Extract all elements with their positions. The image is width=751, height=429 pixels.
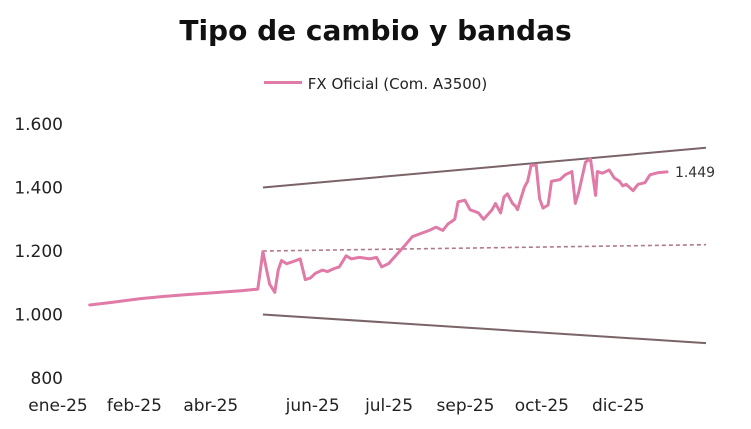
x-tick-label: dic-25	[592, 396, 645, 416]
legend-label-fx: FX Oficial (Com. A3500)	[307, 75, 488, 93]
fx-series-line	[88, 157, 669, 307]
mid-band-line	[262, 243, 707, 252]
x-tick-label: abr-25	[183, 396, 238, 416]
fx-end-label: 1.449	[675, 165, 715, 181]
y-tick-label: 1.600	[14, 115, 63, 135]
chart-title: Tipo de cambio y bandas	[179, 14, 572, 47]
x-tick-label: jun-25	[285, 396, 340, 416]
x-tick-label: ene-25	[28, 396, 87, 416]
x-tick-label: oct-25	[515, 396, 569, 416]
legend-swatch-fx	[263, 81, 302, 84]
x-tick-label: sep-25	[437, 396, 495, 416]
x-tick-label: jul-25	[364, 396, 413, 416]
y-tick-label: 1.200	[14, 242, 63, 262]
y-tick-label: 1.400	[14, 179, 63, 199]
lower-band-line	[262, 313, 707, 345]
y-tick-label: 1.000	[14, 306, 63, 326]
upper-band-line	[262, 146, 707, 189]
x-tick-label: feb-25	[107, 396, 162, 416]
y-tick-label: 800	[31, 369, 63, 389]
legend: FX Oficial (Com. A3500)	[0, 75, 751, 93]
